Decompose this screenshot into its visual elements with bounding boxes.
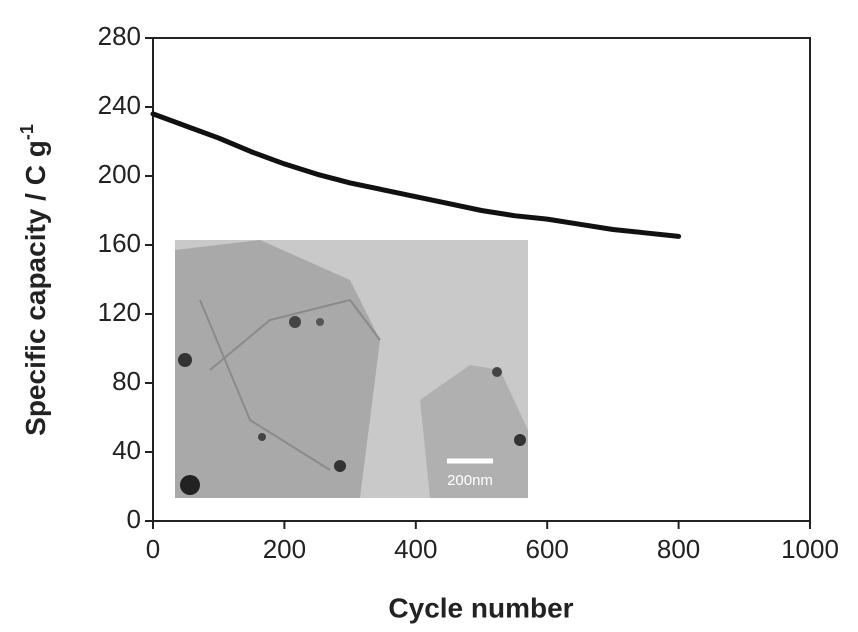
- y-tick-label: 240: [98, 90, 141, 120]
- y-tick-label: 0: [127, 504, 141, 534]
- data-line: [150, 111, 682, 239]
- y-axis-label-text: Specific capacity / C g: [20, 140, 51, 436]
- x-axis-label: Cycle number: [388, 592, 573, 623]
- y-tick-label: 280: [98, 21, 141, 51]
- y-tick-label: 80: [112, 366, 141, 396]
- x-tick-label: 800: [657, 534, 700, 564]
- y-tick-label: 160: [98, 228, 141, 258]
- x-tick-label: 600: [526, 534, 569, 564]
- x-tick-label: 200: [263, 534, 306, 564]
- y-tick-label: 200: [98, 159, 141, 189]
- y-tick-label: 120: [98, 297, 141, 327]
- x-tick-label: 0: [146, 534, 160, 564]
- plot-frame: [152, 37, 811, 522]
- x-tick-label: 1000: [781, 534, 839, 564]
- y-axis-label-superscript: -1: [17, 124, 37, 140]
- y-tick-label: 40: [112, 435, 141, 465]
- scale-bar-label: 200nm: [447, 472, 493, 489]
- x-tick-label: 400: [394, 534, 437, 564]
- inset-image: [175, 240, 528, 498]
- y-axis-label: Specific capacity / C g-1: [17, 124, 52, 436]
